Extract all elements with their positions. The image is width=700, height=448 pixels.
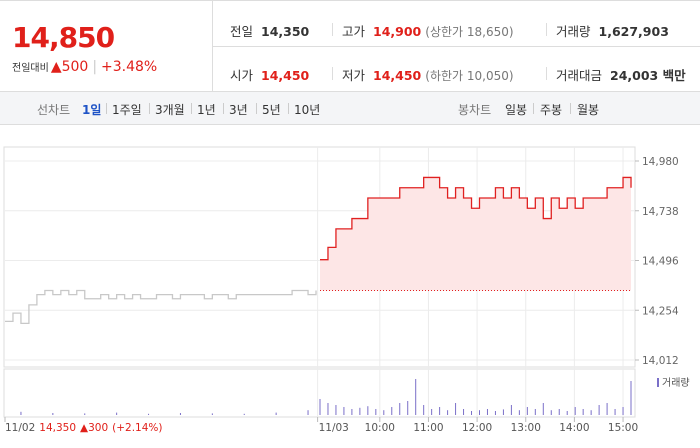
x-tick-label: 14:00 xyxy=(559,422,589,434)
info-label: 저가 xyxy=(342,68,366,83)
tab-bar: 선차트 1일 1주일 3개월 1년 3년 5년 10년 봉차트 일봉 주봉 월봉 xyxy=(0,92,700,125)
info-label: 전일 xyxy=(230,24,254,39)
info-value: 14,900 xyxy=(373,24,422,39)
x-tick-label: 10:00 xyxy=(365,422,395,434)
column-separator xyxy=(332,23,333,36)
info-note: (하한가 10,050) xyxy=(425,69,514,83)
tab-separator xyxy=(533,103,534,114)
info-value: 24,003 백만 xyxy=(610,68,686,83)
change: ▲500 xyxy=(50,59,89,75)
quote-box: 14,850 전일대비 ▲500 | +3.48% xyxy=(0,1,213,92)
candle-tab[interactable]: 주봉 xyxy=(540,103,563,117)
volume-frame xyxy=(3,368,636,418)
tab-group-label: 봉차트 xyxy=(458,103,492,117)
info-label: 거래대금 xyxy=(556,68,603,83)
candle-tab[interactable]: 월봉 xyxy=(577,103,600,117)
info-value: 14,450 xyxy=(373,68,422,83)
volume-legend-swatch xyxy=(657,378,659,387)
info-value: 14,350 xyxy=(261,24,310,39)
info-cell: 전일 14,350 xyxy=(230,21,309,40)
period-tab[interactable]: 1주일 xyxy=(112,103,142,117)
chart: 14,012 14,254 14,496 14,738 14,980 11/02 11/03… xyxy=(3,146,690,434)
y-tick-label: 14,738 xyxy=(642,206,679,218)
info-cell: 고가 14,900 (상한가 18,650) xyxy=(342,21,514,40)
hover-price: 14,350 xyxy=(39,422,76,434)
x-tick-label: 12:00 xyxy=(462,422,492,434)
hover-date: 11/02 xyxy=(5,422,35,434)
info-note: (상한가 18,650) xyxy=(425,25,514,39)
price-line xyxy=(320,176,632,261)
candle-tab[interactable]: 일봉 xyxy=(505,103,528,117)
area xyxy=(320,177,632,291)
x-tick-label: 11:00 xyxy=(413,422,443,434)
period-tab[interactable]: 5년 xyxy=(262,103,281,117)
info-value: 1,627,903 xyxy=(598,24,669,39)
column-separator xyxy=(546,67,547,80)
tab-separator xyxy=(149,103,150,114)
change-label: 전일대비 xyxy=(12,63,49,74)
x-tick-label: 13:00 xyxy=(511,422,541,434)
hover-info: 11/02 14,350 ▲300 (+2.14%) xyxy=(5,422,163,434)
period-tab[interactable]: 3년 xyxy=(229,103,248,117)
hover-rate: (+2.14%) xyxy=(112,422,162,434)
tab-separator xyxy=(191,103,192,114)
tab-separator xyxy=(223,103,224,114)
tab-separator xyxy=(570,103,571,114)
price-line xyxy=(5,289,317,325)
period-tab[interactable]: 10년 xyxy=(294,103,321,117)
column-separator xyxy=(332,67,333,80)
tab-separator xyxy=(106,103,107,114)
info-cell: 시가 14,450 xyxy=(230,65,309,84)
info-cell: 저가 14,450 (하한가 10,050) xyxy=(342,65,514,84)
info-label: 시가 xyxy=(230,68,254,83)
y-tick-label: 14,012 xyxy=(642,355,679,367)
tab-separator xyxy=(256,103,257,114)
column-separator xyxy=(546,23,547,36)
quote-header: 14,850 전일대비 ▲500 | +3.48% 전일 14,350 고가 14,900(… xyxy=(0,0,700,92)
volume-legend: 거래량 xyxy=(662,377,690,389)
info-cell: 거래량 1,627,903 xyxy=(556,21,669,40)
period-tab[interactable]: 3개월 xyxy=(155,103,185,117)
tab-group-label: 선차트 xyxy=(37,103,71,117)
change-line: 전일대비 ▲500 | +3.48% xyxy=(12,59,157,75)
period-tab[interactable]: 1년 xyxy=(197,103,216,117)
separator: | xyxy=(92,59,98,75)
row-divider xyxy=(213,46,700,47)
y-tick-label: 14,496 xyxy=(642,256,679,268)
info-cell: 거래대금 24,003 백만 xyxy=(556,65,686,84)
price: 14,850 xyxy=(12,21,115,54)
hover-change: ▲300 xyxy=(80,422,108,434)
x-tick-label: 11/03 xyxy=(319,422,349,434)
y-tick-label: 14,254 xyxy=(642,305,679,317)
rate: +3.48% xyxy=(101,59,158,75)
info-label: 고가 xyxy=(342,24,366,39)
y-tick-label: 14,980 xyxy=(642,156,679,168)
plot-frame xyxy=(3,146,636,368)
period-tab[interactable]: 1일 xyxy=(82,103,102,117)
x-tick-label: 15:00 xyxy=(608,422,638,434)
tab-separator xyxy=(288,103,289,114)
info-label: 거래량 xyxy=(556,24,591,39)
info-value: 14,450 xyxy=(261,68,310,83)
